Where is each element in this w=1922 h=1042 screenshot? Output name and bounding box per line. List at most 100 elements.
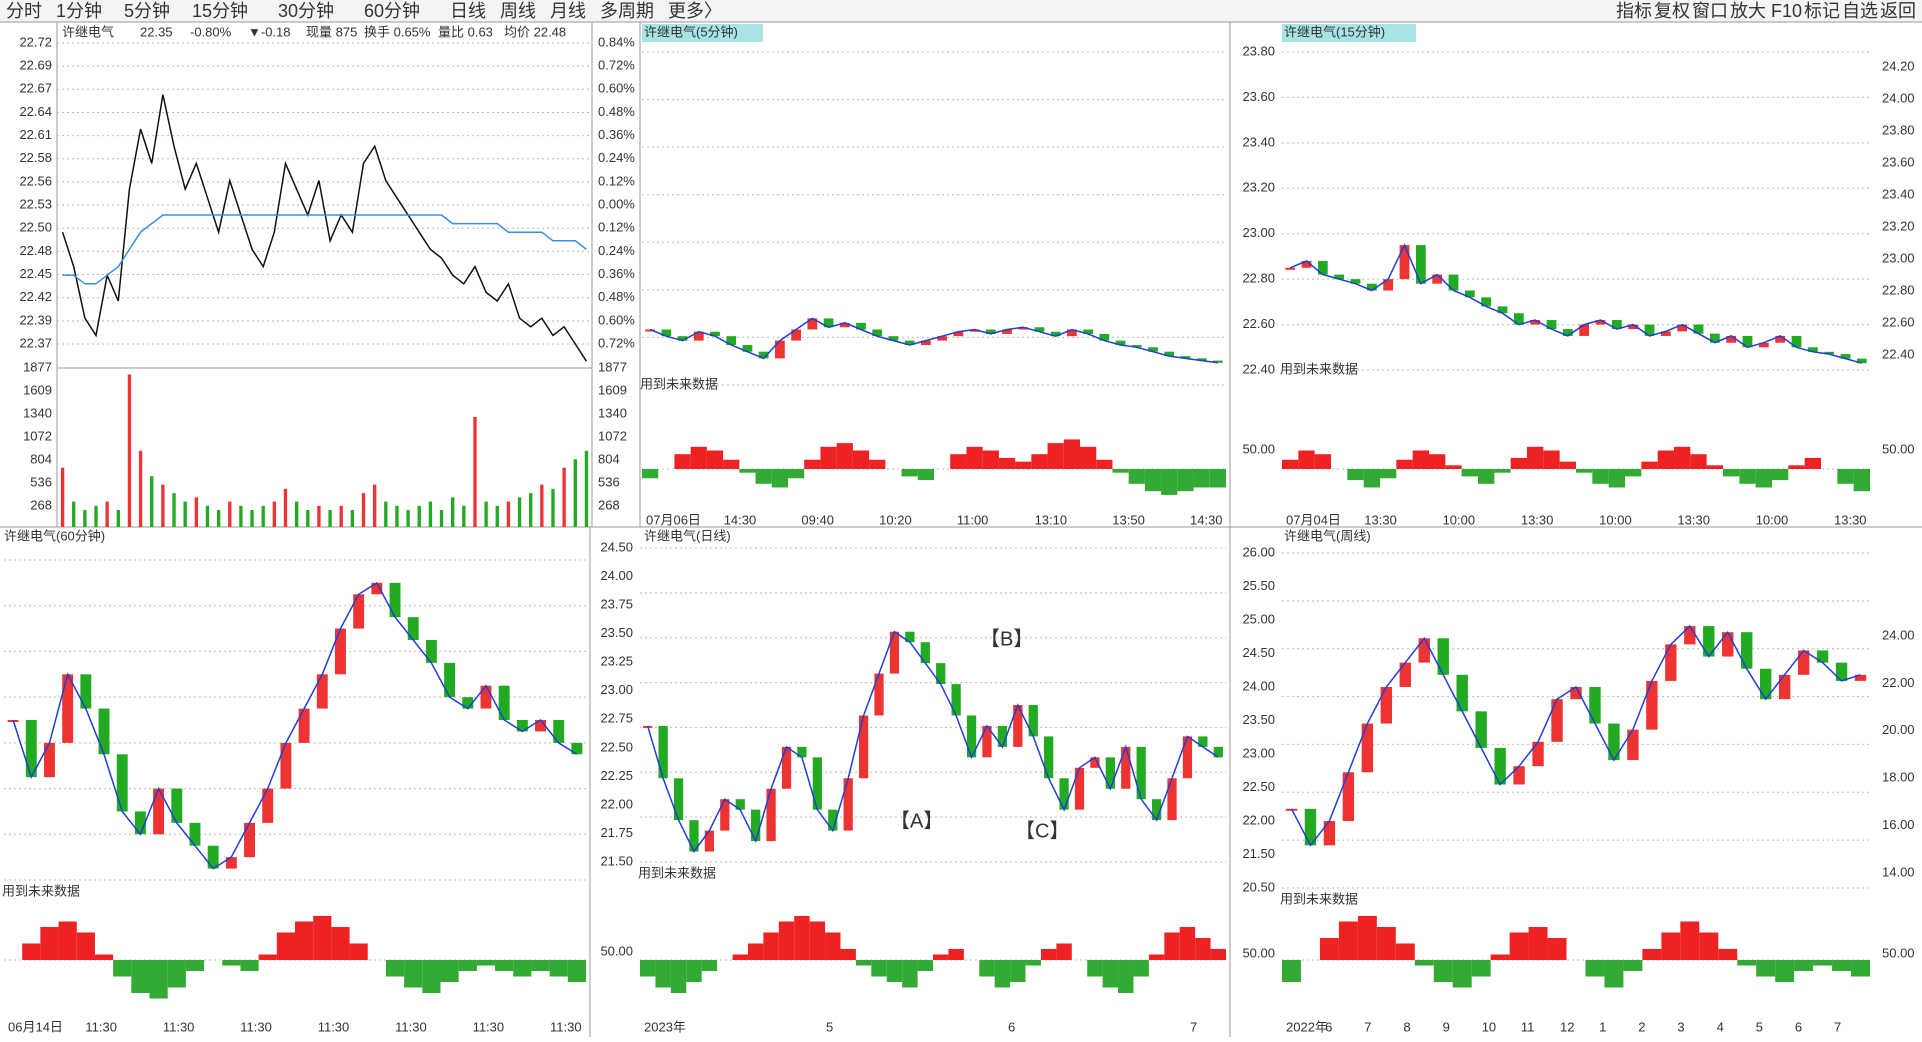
indicator-bar (1412, 450, 1429, 469)
indicator-bar (1319, 938, 1339, 960)
indicator-bar (349, 943, 368, 960)
candle (839, 322, 850, 328)
candle (1722, 632, 1734, 657)
price-line (1290, 624, 1861, 847)
candle (1099, 333, 1110, 341)
x-tick-label: 5 (1756, 1019, 1763, 1034)
toolbar-tab[interactable]: 1分钟 (56, 1, 102, 21)
candle (1136, 746, 1146, 800)
x-tick-label: 10:00 (1443, 512, 1476, 527)
volume-bar (161, 484, 165, 527)
candle (1167, 778, 1177, 821)
x-tick-label: 7 (1364, 1019, 1371, 1034)
price-line (62, 214, 587, 285)
axis-label: 536 (598, 474, 620, 489)
toolbar-tab[interactable]: 60分钟 (364, 1, 420, 21)
candle (1611, 320, 1622, 330)
indicator-bar (40, 927, 59, 960)
axis-label: 24.00 (1242, 678, 1275, 693)
toolbar-tab[interactable]: 5分钟 (124, 1, 170, 21)
candle (661, 329, 672, 337)
x-tick-label: 14:30 (724, 512, 757, 527)
candle (1856, 358, 1867, 364)
axis-label: 23.50 (600, 625, 633, 640)
toolbar-button[interactable]: 标记 (1804, 1, 1840, 21)
candle (1002, 329, 1012, 334)
toolbar-tab[interactable]: 多周期 (600, 1, 654, 21)
toolbar-button[interactable]: 窗口 (1692, 1, 1728, 21)
indicator-bar (1452, 960, 1472, 988)
toolbar-tab[interactable]: 分时 (6, 1, 42, 21)
toolbar-button[interactable]: F10 (1771, 1, 1802, 21)
indicator-bar (1015, 461, 1032, 469)
toolbar-button[interactable]: 自选 (1842, 1, 1878, 21)
candle (904, 340, 915, 346)
candle (1028, 705, 1038, 737)
x-tick-label: 2023年 (644, 1019, 686, 1034)
volume-bar (272, 501, 277, 527)
indicator-bar (1794, 960, 1814, 971)
indicator-bar (1164, 932, 1180, 960)
axis-label: 1609 (598, 382, 627, 397)
candle (1342, 772, 1355, 821)
volume-bar (172, 493, 176, 527)
toolbar-button[interactable]: 放大 (1730, 1, 1766, 21)
indicator-bar (22, 943, 41, 960)
toolbar-tab[interactable]: 周线 (500, 1, 536, 21)
indicator-bar (1699, 932, 1719, 960)
indicator-bar (1096, 459, 1113, 469)
candle (134, 811, 146, 835)
indicator-bar (820, 446, 837, 469)
toolbar-tab[interactable]: 月线 (550, 1, 586, 21)
toolbar-button[interactable]: 指标 (1616, 1, 1652, 21)
x-tick-label: 10 (1482, 1019, 1496, 1034)
candle (812, 757, 822, 810)
indicator-bar (258, 954, 277, 960)
toolbar-button[interactable]: 返回 (1880, 1, 1916, 21)
indicator-bar (966, 446, 983, 469)
indicator-bar (917, 960, 933, 971)
indicator-bar (1433, 960, 1453, 982)
axis-label: 23.50 (1242, 712, 1275, 727)
indicator-bar (567, 960, 586, 982)
volume-bar (328, 510, 332, 527)
candle (1758, 342, 1769, 348)
note: 用到未来数据 (1280, 361, 1358, 376)
indicator-bar (1559, 461, 1576, 469)
axis-label: 21.50 (600, 853, 633, 868)
indicator-bar (855, 960, 872, 966)
candle (1693, 324, 1704, 334)
volume-bar (317, 505, 321, 527)
quote-info: 22.35 (140, 24, 173, 39)
indicator-bar (869, 459, 886, 469)
toolbar-tab[interactable]: 30分钟 (278, 1, 334, 21)
toolbar-tab[interactable]: 更多〉 (668, 1, 722, 21)
candle (1415, 245, 1426, 284)
indicator-bar (1210, 949, 1226, 960)
volume-bar (573, 459, 577, 527)
axis-label: 22.00 (1882, 675, 1915, 690)
indicator-bar (1706, 465, 1723, 469)
candle (1380, 687, 1393, 724)
indicator-bar (1625, 469, 1642, 477)
candle (80, 674, 92, 709)
candle (1180, 356, 1191, 359)
candle (1589, 687, 1601, 724)
indicator-bar (950, 454, 967, 469)
volume-bar (339, 505, 343, 527)
toolbar-button[interactable]: 复权 (1654, 1, 1690, 21)
candle (262, 788, 274, 823)
note: 用到未来数据 (638, 865, 716, 880)
volume-bar (406, 510, 410, 527)
toolbar-tab[interactable]: 日线 (450, 1, 486, 21)
toolbar-tab[interactable]: 15分钟 (192, 1, 248, 21)
indicator-bar (701, 960, 718, 971)
volume-bar (60, 467, 65, 527)
candle (1448, 274, 1459, 291)
volume-bar (529, 493, 533, 527)
indicator-bar (1063, 439, 1080, 469)
candle (951, 684, 961, 716)
candle (1198, 736, 1208, 747)
indicator-bar (901, 469, 918, 477)
candle (1456, 674, 1468, 712)
